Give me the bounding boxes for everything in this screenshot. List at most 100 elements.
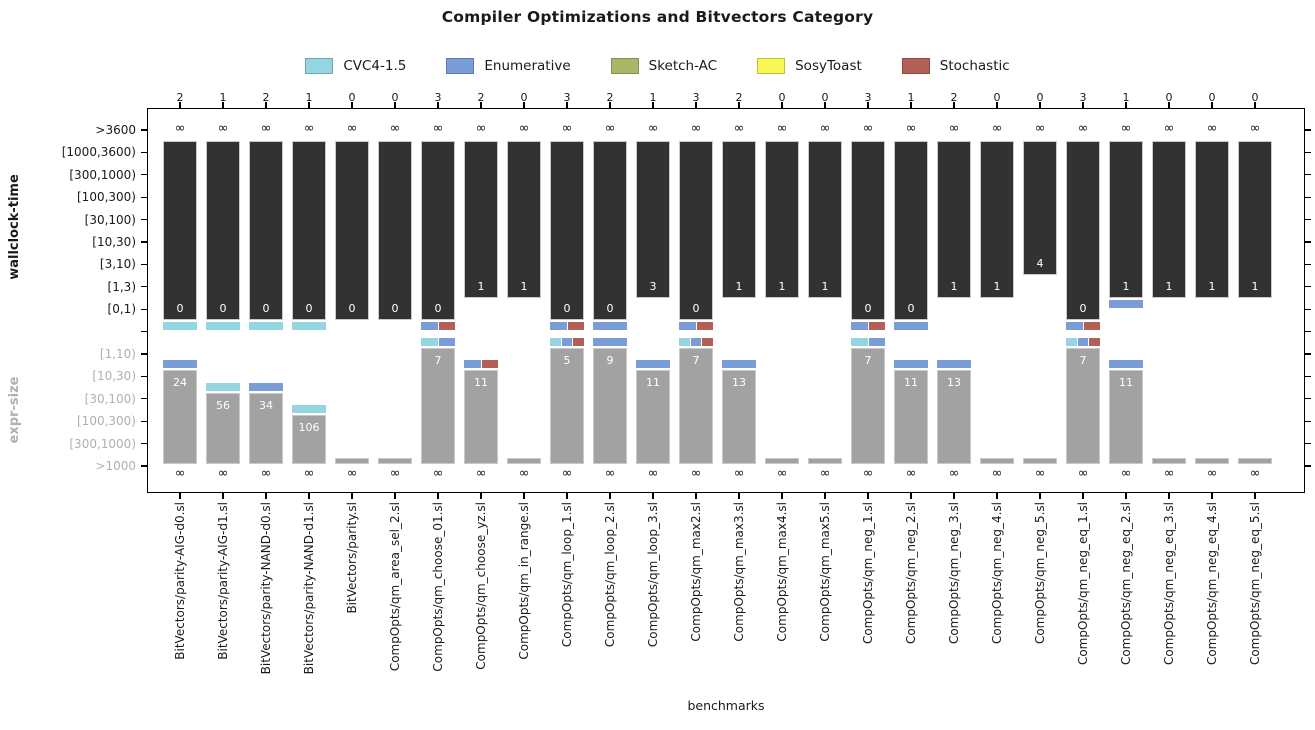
legend-swatch-icon xyxy=(757,58,786,74)
expr-size-bar xyxy=(507,458,541,464)
solved-count-label: 0 xyxy=(821,91,829,104)
legend-item-cvc4-1-5: CVC4-1.5 xyxy=(305,58,406,74)
expr-size-bar xyxy=(292,415,326,464)
x-axis-tick xyxy=(523,102,525,108)
expr-solver-segment-enumerative xyxy=(163,360,197,369)
no-expr-marker: ∞ xyxy=(346,466,358,481)
no-expr-marker: ∞ xyxy=(905,466,917,481)
benchmark-label: CompOpts/qm_max4.sl xyxy=(775,502,789,642)
expr-size-bar xyxy=(335,458,369,464)
no-expr-marker: ∞ xyxy=(1206,466,1218,481)
x-axis-tick xyxy=(609,102,611,108)
x-axis-tick xyxy=(609,493,611,499)
expr-size-bar xyxy=(937,370,971,464)
wallclock-range-bar xyxy=(636,141,670,298)
y-tick-label: [100,300) xyxy=(77,414,136,429)
timeout-marker: ∞ xyxy=(518,121,530,136)
expr-solver-segment-enumerative xyxy=(636,360,670,369)
x-axis-tick xyxy=(437,102,439,108)
min-size-label: 7 xyxy=(864,354,872,367)
timeout-marker: ∞ xyxy=(475,121,487,136)
legend-swatch-icon xyxy=(446,58,475,74)
x-axis-tick xyxy=(179,493,181,499)
timeout-marker: ∞ xyxy=(862,121,874,136)
wallclock-range-bar xyxy=(249,141,283,321)
min-time-label: 1 xyxy=(735,279,743,293)
wallclock-range-bar xyxy=(335,141,369,321)
wallclock-solver-segment-enumerative xyxy=(550,322,567,331)
min-time-label: 1 xyxy=(821,279,829,293)
timeout-marker: ∞ xyxy=(260,121,272,136)
x-axis-tick xyxy=(308,493,310,499)
solved-count-label: 0 xyxy=(1165,91,1173,104)
min-time-label: 0 xyxy=(434,302,442,316)
no-expr-marker: ∞ xyxy=(1034,466,1046,481)
expr-size-bar xyxy=(1152,458,1186,464)
solved-count-label: 2 xyxy=(950,91,958,104)
timeout-marker: ∞ xyxy=(303,121,315,136)
x-axis-tick xyxy=(265,493,267,499)
expr-size-bar xyxy=(851,348,885,464)
y-tick-label: [300,1000) xyxy=(69,167,136,182)
wallclock-solver-segment-enumerative xyxy=(1109,299,1143,308)
expr-solver-segment-cvc4-1-5 xyxy=(679,338,690,346)
legend-swatch-icon xyxy=(610,58,639,74)
solved-count-label: 3 xyxy=(563,91,571,104)
timeout-marker: ∞ xyxy=(948,121,960,136)
x-axis-tick xyxy=(910,493,912,499)
x-axis-tick xyxy=(953,493,955,499)
wallclock-solver-segment-cvc4-1-5 xyxy=(163,322,197,331)
x-axis-title: benchmarks xyxy=(687,698,765,713)
benchmark-label: CompOpts/qm_neg_eq_1.sl xyxy=(1076,502,1090,666)
x-axis-tick xyxy=(1254,493,1256,499)
x-axis-tick xyxy=(824,493,826,499)
expr-solver-segment-enumerative xyxy=(868,338,885,346)
legend-item-sketch-ac: Sketch-AC xyxy=(610,58,717,74)
x-axis-tick xyxy=(1254,102,1256,108)
wallclock-solver-segment-stochastic xyxy=(1083,322,1100,331)
x-axis-tick xyxy=(996,102,998,108)
x-axis-tick xyxy=(480,102,482,108)
x-axis-tick xyxy=(695,493,697,499)
y-axis-tick xyxy=(141,353,147,355)
benchmark-label: CompOpts/qm_area_sel_2.sl xyxy=(388,502,402,672)
benchmark-label: BitVectors/parity-AIG-d0.sl xyxy=(173,502,187,660)
expr-solver-segment-cvc4-1-5 xyxy=(1066,338,1077,346)
solved-count-label: 1 xyxy=(305,91,313,104)
x-axis-tick xyxy=(910,102,912,108)
y-tick-label: [1,10) xyxy=(99,347,136,361)
wallclock-solver-segment-cvc4-1-5 xyxy=(206,322,240,331)
y-axis-tick xyxy=(1305,353,1311,355)
y-axis-tick xyxy=(1305,308,1311,310)
legend-label: SosyToast xyxy=(795,58,862,74)
no-expr-marker: ∞ xyxy=(991,466,1003,481)
x-axis-tick xyxy=(781,493,783,499)
min-size-label: 13 xyxy=(947,376,961,390)
solved-count-label: 2 xyxy=(606,91,614,104)
min-time-label: 0 xyxy=(219,302,227,316)
x-axis-tick xyxy=(179,102,181,108)
wallclock-range-bar xyxy=(851,141,885,321)
x-axis-tick xyxy=(695,102,697,108)
timeout-marker: ∞ xyxy=(1077,121,1089,136)
timeout-marker: ∞ xyxy=(389,121,401,136)
expr-solver-segment-cvc4-1-5 xyxy=(421,338,438,346)
no-expr-marker: ∞ xyxy=(475,466,487,481)
x-axis-tick xyxy=(1082,102,1084,108)
benchmark-label: CompOpts/qm_loop_3.sl xyxy=(646,502,660,648)
y-axis-tick xyxy=(141,443,147,445)
benchmark-label: BitVectors/parity-NAND-d0.sl xyxy=(259,502,273,675)
y-axis-tick xyxy=(141,174,147,176)
min-time-label: 1 xyxy=(477,279,485,293)
expr-size-bar xyxy=(1109,370,1143,464)
benchmark-label: BitVectors/parity-NAND-d1.sl xyxy=(302,502,316,675)
x-axis-tick xyxy=(222,102,224,108)
benchmark-label: CompOpts/qm_neg_3.sl xyxy=(947,502,961,645)
y-axis-tick xyxy=(1305,263,1311,265)
benchmark-label: CompOpts/qm_choose_01.sl xyxy=(431,502,445,672)
legend-item-sosytoast: SosyToast xyxy=(757,58,862,74)
legend-item-stochastic: Stochastic xyxy=(901,58,1010,74)
min-size-label: 7 xyxy=(434,354,442,367)
y-tick-label: >3600 xyxy=(95,123,136,137)
